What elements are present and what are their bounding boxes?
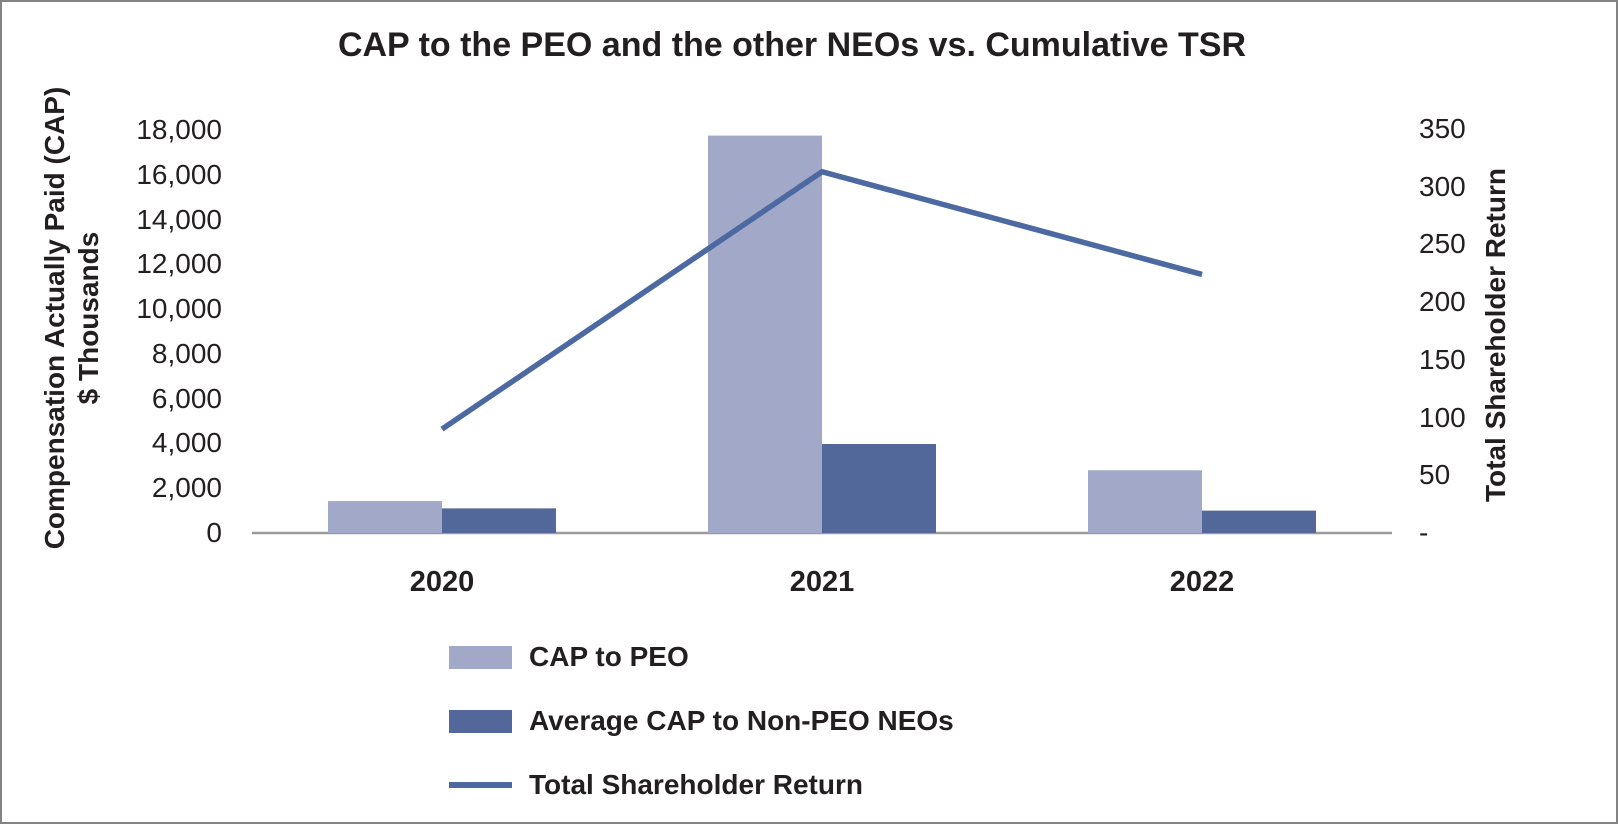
left-axis-tick-16-000: 16,000 [136,158,222,190]
legend-swatch-total-shareholder-return [449,782,512,788]
bar-cap-to-peo-2022 [1088,470,1202,533]
bar-cap-to-peo-2021 [708,135,822,533]
left-axis-tick-10-000: 10,000 [136,293,222,325]
right-axis-tick-250: 250 [1419,228,1466,260]
right-axis-tick-150: 150 [1419,343,1466,375]
right-axis-tick-50: 50 [1419,459,1451,491]
chart-title: CAP to the PEO and the other NEOs vs. Cu… [337,26,1247,64]
right-axis-tick--: - [1419,517,1429,548]
bar-average-cap-to-non-peo-neos-2021 [822,444,936,533]
left-axis-tick-8-000: 8,000 [151,337,222,369]
right-axis-tick-100: 100 [1419,401,1466,433]
legend-swatch-cap-to-peo [449,645,512,669]
x-axis-label-2021: 2021 [789,566,855,598]
right-axis-tick-300: 300 [1419,170,1466,202]
right-axis-tick-350: 350 [1419,113,1466,144]
left-axis-tick-2-000: 2,000 [151,472,222,504]
left-axis-tick-6-000: 6,000 [151,382,222,414]
legend-item-total-shareholder-return: Total Shareholder Return [449,769,863,800]
legend-label: Total Shareholder Return [529,769,863,800]
left-axis-tick-4-000: 4,000 [151,427,222,459]
x-axis-label-2022: 2022 [1169,566,1235,598]
right-axis-tick-200: 200 [1419,286,1466,318]
left-axis-tick-12-000: 12,000 [136,248,222,280]
x-axis-label-2020: 2020 [409,566,475,598]
left-axis-tick-18-000: 18,000 [136,114,222,145]
legend-swatch-average-cap-non-peo-neos [449,709,512,733]
left-axis-tick-14-000: 14,000 [136,203,222,235]
left-axis-tick-0: 0 [206,517,222,548]
bar-average-cap-to-non-peo-neos-2022 [1202,510,1316,533]
legend-label: CAP to PEO [529,641,689,672]
bar-cap-to-peo-2020 [328,501,442,533]
legend-item-average-cap-non-peo-neos: Average CAP to Non-PEO NEOs [449,705,954,736]
bar-average-cap-to-non-peo-neos-2020 [442,508,556,533]
legend-label: Average CAP to Non-PEO NEOs [529,705,954,736]
legend-item-cap-to-peo: CAP to PEO [449,641,689,672]
line-total-shareholder-return [440,168,1203,432]
